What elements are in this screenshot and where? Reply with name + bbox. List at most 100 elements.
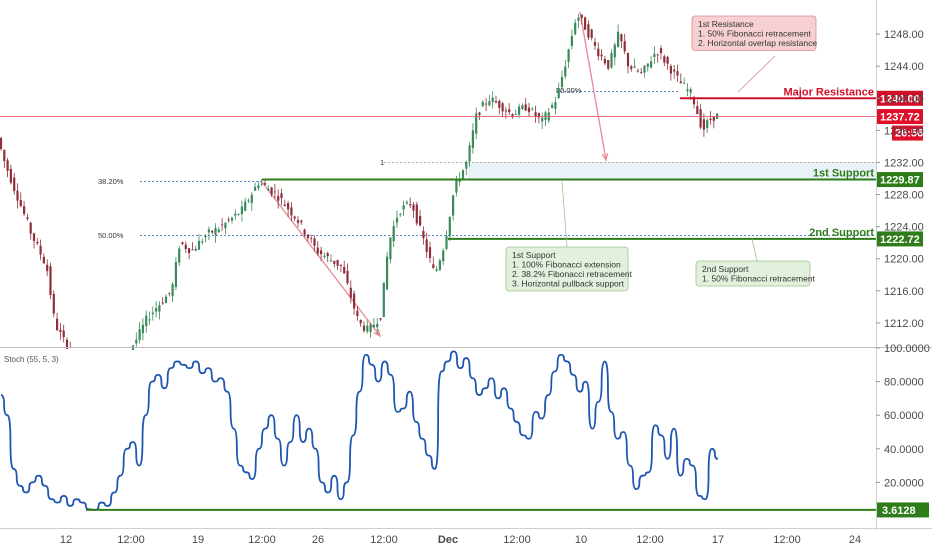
- candle-body: [653, 53, 656, 58]
- candle-body: [551, 105, 554, 108]
- countdown-text: 26:56: [895, 128, 923, 140]
- candle-body: [455, 179, 458, 193]
- candle-body: [663, 56, 666, 63]
- major-resistance-tag-text: 1240.00: [880, 93, 920, 105]
- price-tick-label: 1232.00: [884, 157, 924, 169]
- candle-body: [148, 319, 151, 321]
- support1-note-line: 1. 100% Fibonacci extension: [512, 260, 621, 270]
- candle-body: [386, 256, 389, 290]
- support-1-label: 1st Support: [813, 168, 874, 180]
- candle-body: [316, 247, 319, 254]
- candle-body: [184, 244, 187, 249]
- candle-body: [293, 216, 296, 219]
- fib-1-label: 1: [380, 158, 384, 167]
- candle-body: [353, 293, 356, 309]
- candle-body: [349, 287, 352, 298]
- candle-body: [560, 76, 564, 88]
- candle-body: [409, 204, 412, 206]
- candle-body: [620, 34, 623, 42]
- candle-body: [240, 206, 243, 215]
- fib-arrow-right: [579, 11, 607, 161]
- candle-body: [234, 213, 237, 216]
- candle-body: [46, 264, 49, 272]
- candle-body: [673, 69, 676, 72]
- candle-body: [554, 102, 557, 109]
- candle-body: [514, 114, 517, 115]
- candle-body: [501, 103, 504, 112]
- candle-body: [382, 282, 385, 317]
- candle-body: [339, 264, 342, 266]
- time-tick-label: 12:00: [636, 534, 664, 546]
- candle-body: [402, 205, 405, 210]
- time-tick-label: 24: [849, 534, 861, 546]
- candle-body: [419, 216, 422, 226]
- stoch-tick-label: 80.0000: [884, 377, 924, 389]
- candle-body: [389, 237, 392, 260]
- candle-body: [392, 226, 395, 242]
- candle-body: [247, 200, 250, 202]
- time-tick-label: 12: [60, 534, 72, 546]
- candle-body: [422, 230, 425, 239]
- candle-body: [9, 168, 12, 183]
- candle-body: [699, 109, 702, 128]
- candle-body: [706, 120, 709, 129]
- candle-body: [521, 105, 524, 109]
- stoch-value-box: [877, 502, 929, 518]
- candle-body: [425, 239, 428, 252]
- candle-body: [376, 323, 379, 328]
- stoch-tick-label: 60.0000: [884, 410, 924, 422]
- candle-body: [646, 63, 649, 67]
- candle-body: [623, 41, 626, 52]
- candle-body: [257, 185, 260, 189]
- candle-body: [494, 100, 498, 103]
- candle-body: [151, 312, 154, 315]
- candle-body: [379, 318, 382, 320]
- candle-body: [174, 261, 177, 288]
- candle-body: [32, 233, 36, 241]
- support-1-tag-text: 1229.87: [880, 175, 920, 187]
- time-tick-label: 17: [712, 534, 724, 546]
- candle-body: [39, 245, 42, 255]
- candle-body: [475, 113, 478, 134]
- candle-body: [659, 48, 663, 54]
- candle-body: [593, 41, 597, 46]
- candle-body: [145, 315, 148, 327]
- candle-body: [214, 227, 217, 235]
- candle-body: [442, 250, 445, 262]
- stoch-value-text: 3.6128: [882, 505, 916, 517]
- candle-body: [23, 206, 26, 214]
- price-tick-label: 1244.00: [884, 61, 924, 73]
- candle-body: [230, 217, 234, 221]
- candle-body: [244, 201, 247, 211]
- candle-body: [65, 339, 69, 349]
- candle-body: [636, 70, 639, 72]
- candle-body: [432, 264, 435, 268]
- candle-body: [329, 260, 333, 262]
- major-resistance-label: Major Resistance: [784, 86, 874, 98]
- candle-body: [448, 217, 451, 237]
- candle-body: [643, 65, 646, 73]
- time-tick-label: 12:00: [248, 534, 276, 546]
- candle-body: [633, 66, 636, 68]
- fib-50-label: 50.00%: [98, 231, 124, 240]
- candle-body: [197, 240, 201, 250]
- candle-body: [600, 54, 603, 57]
- candle-body: [395, 217, 399, 223]
- candle-body: [336, 260, 339, 266]
- candle-body: [56, 318, 59, 331]
- candle-body: [207, 229, 210, 233]
- support2-note-pointer: [751, 238, 758, 262]
- price-tick-label: 1212.00: [884, 318, 924, 330]
- candle-body: [273, 191, 276, 193]
- candle-body: [59, 329, 62, 333]
- support-2-tag-text: 1222.72: [880, 234, 920, 246]
- support1-note-line: 1st Support: [512, 250, 556, 260]
- fib-382-label: 38.20%: [98, 177, 124, 186]
- candle-body: [343, 266, 346, 274]
- candle-body: [518, 106, 521, 115]
- candle-body: [138, 329, 141, 340]
- fib-50-top-label: 50.00%: [556, 86, 582, 95]
- candle-body: [155, 308, 158, 312]
